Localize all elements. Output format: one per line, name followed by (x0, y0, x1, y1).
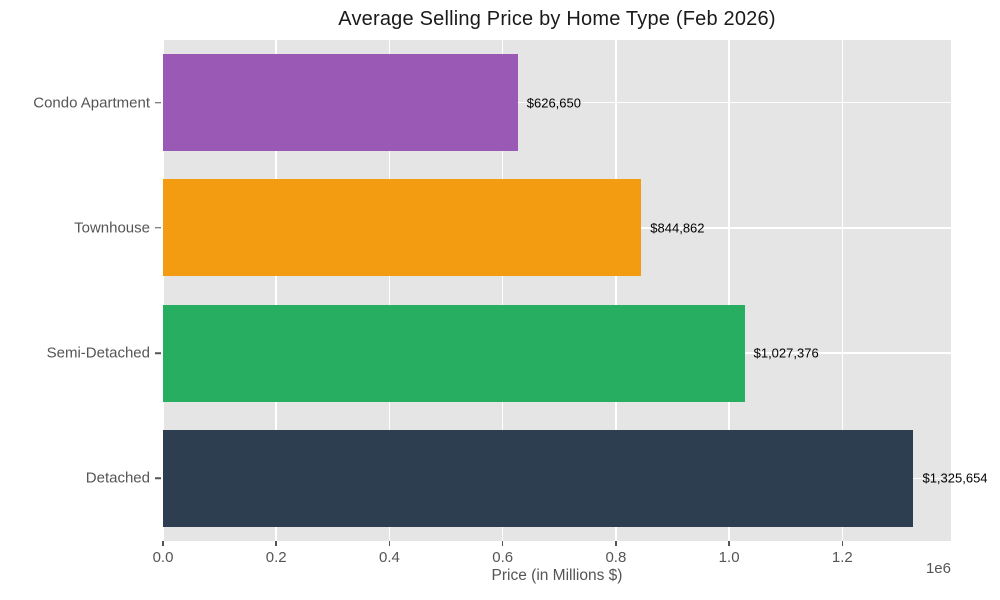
bar-value-label: $626,650 (526, 95, 581, 111)
y-tick-mark (155, 227, 161, 229)
y-tick-mark (155, 101, 161, 104)
x-gridline (841, 40, 844, 541)
x-gridline (388, 40, 391, 541)
x-gridline (275, 40, 277, 541)
x-tick-mark (501, 541, 504, 546)
x-gridline (162, 40, 164, 541)
x-tick-label: 0.6 (492, 549, 514, 566)
x-tick-label: 0.2 (265, 549, 287, 566)
x-tick-mark (388, 541, 391, 546)
y-tick-mark (155, 352, 161, 354)
x-tick-mark (728, 541, 730, 546)
x-tick-mark (162, 541, 164, 546)
axis-offset-label: 1e6 (925, 560, 951, 577)
bar-value-label: $844,862 (650, 220, 705, 236)
x-axis-label: Price (in Millions $) (491, 567, 623, 584)
x-tick-label: 0.0 (152, 549, 174, 566)
y-gridline (163, 101, 951, 104)
bar-value-label: $1,325,654 (922, 470, 988, 486)
x-gridline (501, 40, 504, 541)
x-gridline (615, 40, 617, 541)
x-tick-label: 0.4 (379, 549, 400, 566)
x-tick-mark (841, 541, 844, 546)
bar-value-label: $1,027,376 (753, 345, 819, 361)
chart-title: Average Selling Price by Home Type (Feb … (338, 8, 776, 30)
bar-semi-detached (163, 304, 745, 402)
y-tick-label: Condo Apartment (33, 94, 150, 112)
bar-townhouse (163, 179, 642, 277)
x-tick-mark (275, 541, 277, 546)
x-tick-label: 0.8 (605, 549, 627, 566)
bar-detached (163, 429, 914, 527)
y-tick-label: Detached (85, 469, 150, 487)
x-tick-mark (615, 541, 617, 546)
bar-condo-apartment (163, 54, 518, 152)
y-tick-label: Semi-Detached (46, 344, 150, 362)
y-tick-label: Townhouse (74, 219, 150, 237)
plot-area: $626,650 $844,862 $1,027,376 $1,325,654 (162, 40, 988, 541)
y-tick-mark (155, 477, 161, 480)
x-tick-label: 1.0 (718, 549, 740, 566)
x-tick-label: 1.2 (831, 549, 853, 566)
x-gridline (728, 40, 730, 541)
